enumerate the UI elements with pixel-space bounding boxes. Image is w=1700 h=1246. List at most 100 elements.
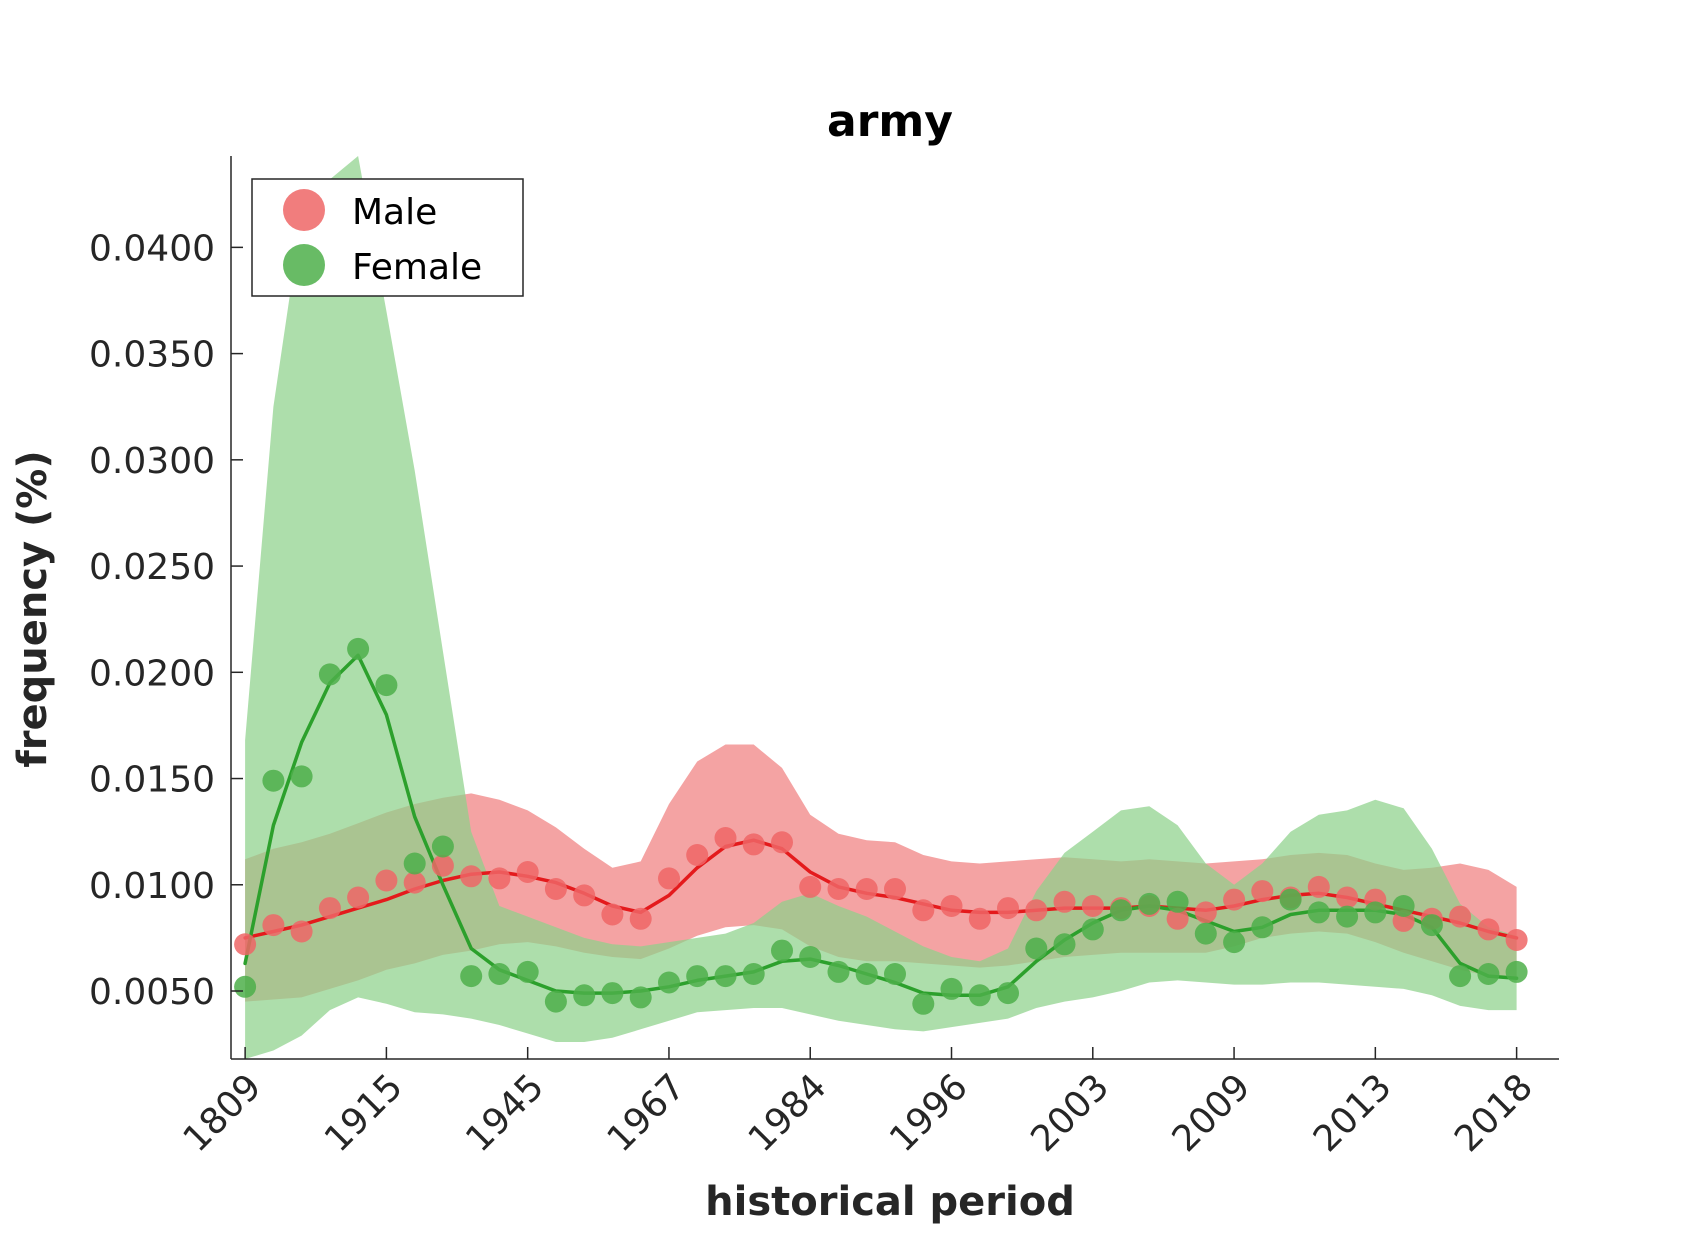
- data-markers: [234, 637, 1528, 1015]
- marker-female-27: [997, 982, 1019, 1005]
- x-tick-label: 1945: [458, 1066, 552, 1160]
- marker-female-33: [1166, 890, 1189, 913]
- marker-male-9: [488, 867, 511, 890]
- marker-male-43: [1449, 905, 1472, 928]
- marker-male-8: [460, 865, 483, 888]
- marker-male-2: [290, 920, 313, 943]
- y-tick-label: 0.0050: [89, 972, 215, 1013]
- marker-female-4: [347, 637, 370, 660]
- legend: Male Female: [251, 178, 524, 297]
- marker-female-41: [1392, 895, 1415, 917]
- marker-female-45: [1505, 960, 1528, 983]
- marker-male-39: [1336, 886, 1359, 909]
- marker-male-15: [658, 867, 680, 890]
- marker-male-36: [1251, 880, 1274, 903]
- x-tick-label: 2003: [1023, 1066, 1117, 1160]
- marker-female-43: [1449, 965, 1472, 988]
- marker-female-38: [1307, 901, 1330, 924]
- marker-male-23: [884, 878, 906, 900]
- marker-female-26: [968, 984, 991, 1007]
- x-tick-label: 2009: [1165, 1066, 1259, 1160]
- marker-female-40: [1364, 901, 1387, 924]
- y-tick-label: 0.0100: [89, 866, 215, 907]
- marker-male-7: [431, 854, 454, 877]
- marker-male-26: [968, 907, 991, 930]
- marker-male-35: [1223, 888, 1246, 911]
- y-tick-label: 0.0300: [89, 441, 215, 482]
- smoothed-lines: [243, 653, 1519, 998]
- marker-female-34: [1194, 922, 1217, 945]
- marker-female-37: [1279, 888, 1302, 911]
- marker-female-2: [290, 765, 313, 788]
- marker-male-6: [403, 871, 426, 894]
- marker-female-0: [234, 975, 257, 998]
- marker-male-38: [1307, 875, 1330, 898]
- marker-male-20: [799, 875, 822, 898]
- marker-female-24: [912, 992, 935, 1015]
- marker-female-35: [1223, 931, 1246, 954]
- x-tick-label: 1984: [741, 1066, 835, 1160]
- marker-female-23: [884, 963, 906, 985]
- marker-male-27: [997, 897, 1019, 920]
- legend-marker-female: [283, 244, 325, 286]
- marker-female-8: [460, 965, 483, 988]
- marker-male-28: [1025, 899, 1048, 922]
- marker-female-15: [658, 971, 680, 994]
- marker-male-18: [742, 833, 765, 856]
- marker-female-30: [1081, 918, 1104, 941]
- marker-female-13: [601, 982, 624, 1005]
- marker-male-22: [855, 878, 878, 900]
- marker-male-12: [573, 884, 596, 907]
- marker-male-5: [375, 869, 398, 892]
- marker-female-1: [262, 769, 285, 792]
- marker-female-7: [431, 835, 454, 858]
- marker-male-25: [940, 895, 963, 917]
- marker-male-24: [912, 899, 935, 922]
- marker-female-19: [771, 939, 793, 962]
- x-tick-label: 2018: [1447, 1066, 1541, 1160]
- marker-female-10: [516, 960, 539, 983]
- y-axis-title: frequency (%): [10, 450, 56, 767]
- marker-female-6: [403, 852, 426, 875]
- marker-male-11: [544, 878, 567, 900]
- marker-female-32: [1138, 892, 1161, 915]
- marker-male-13: [601, 903, 624, 926]
- marker-female-44: [1477, 963, 1500, 985]
- x-axis-title: historical period: [705, 1179, 1075, 1225]
- marker-male-4: [347, 886, 370, 909]
- marker-male-29: [1053, 890, 1076, 913]
- x-tick-label: 1809: [176, 1066, 270, 1160]
- marker-male-14: [629, 907, 652, 930]
- marker-female-14: [629, 986, 652, 1009]
- marker-female-5: [375, 674, 398, 697]
- marker-female-12: [573, 984, 596, 1007]
- marker-female-17: [714, 965, 737, 988]
- marker-female-31: [1110, 899, 1132, 922]
- marker-male-19: [771, 831, 793, 854]
- marker-female-22: [855, 963, 878, 985]
- marker-male-17: [714, 827, 737, 849]
- marker-female-29: [1053, 933, 1076, 956]
- marker-female-3: [318, 663, 341, 686]
- y-tick-label: 0.0250: [89, 547, 215, 588]
- marker-female-16: [686, 965, 709, 988]
- marker-female-42: [1420, 914, 1443, 937]
- legend-marker-male: [283, 189, 325, 231]
- legend-label-male: Male: [352, 192, 437, 233]
- marker-female-20: [799, 946, 822, 968]
- marker-female-9: [488, 963, 511, 985]
- marker-female-18: [742, 963, 765, 985]
- x-tick-label: 2013: [1306, 1066, 1400, 1160]
- x-tick-label: 1996: [882, 1066, 976, 1160]
- y-tick-label: 0.0400: [89, 228, 215, 269]
- marker-female-36: [1251, 916, 1274, 939]
- x-tick-label: 1967: [600, 1066, 694, 1160]
- marker-male-16: [686, 844, 709, 866]
- marker-male-45: [1505, 929, 1528, 951]
- marker-female-11: [544, 990, 567, 1013]
- line-female: [243, 653, 1519, 998]
- y-tick-label: 0.0200: [89, 653, 215, 694]
- marker-female-28: [1025, 937, 1048, 960]
- chart-title: army: [827, 96, 953, 147]
